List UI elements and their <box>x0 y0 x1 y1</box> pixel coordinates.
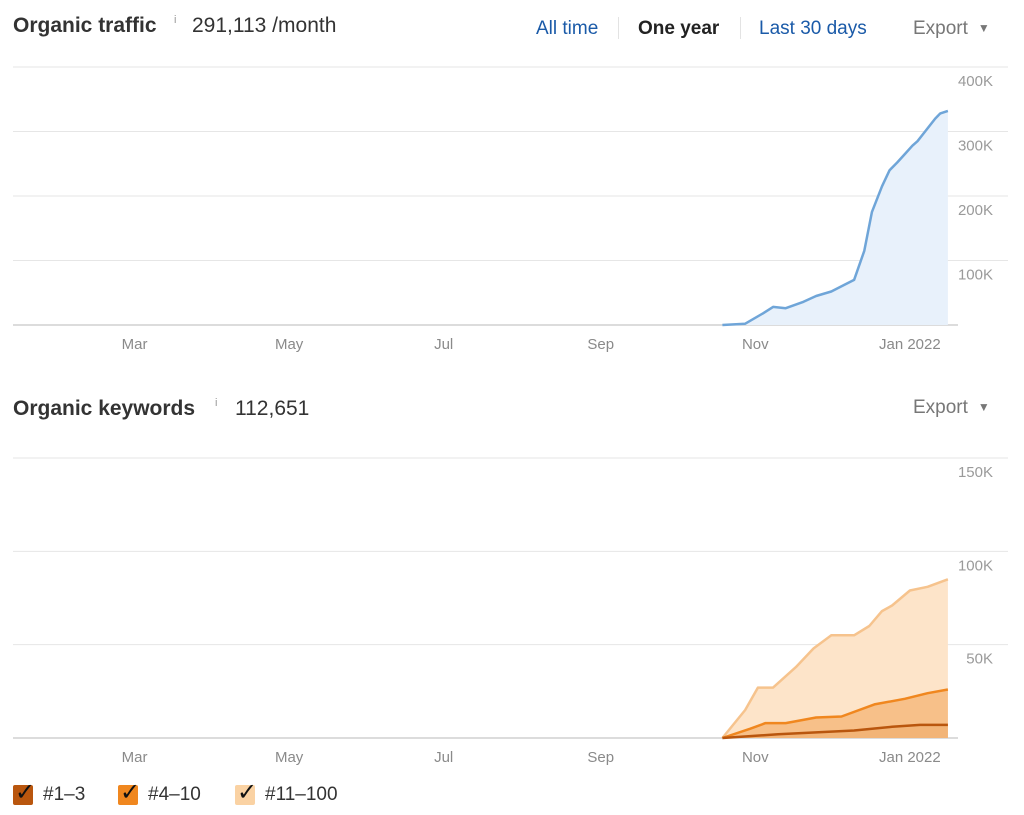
y-tick-label: 150K <box>958 464 993 481</box>
x-tick-label: Jul <box>434 336 453 353</box>
traffic-value: 291,113 /month <box>192 14 337 37</box>
legend-label: #1–3 <box>43 784 86 805</box>
legend-item-top100[interactable]: ✓ #11–100 <box>235 779 338 807</box>
kw-top100-line <box>721 578 949 739</box>
traffic-export-button[interactable]: Export ▼ <box>913 18 990 40</box>
legend-item-top3[interactable]: ✓ #1–3 <box>13 779 86 807</box>
x-tick-label: Mar <box>122 749 148 766</box>
checkmark-icon: ✓ <box>15 779 36 806</box>
traffic-info-icon[interactable]: i <box>174 14 177 26</box>
range-separator <box>618 17 619 39</box>
legend-item-top10[interactable]: ✓ #4–10 <box>118 779 201 807</box>
x-tick-label: Sep <box>587 749 614 766</box>
x-tick-label: Nov <box>742 336 769 353</box>
x-tick-label: Sep <box>587 336 614 353</box>
export-label: Export <box>913 397 968 418</box>
x-tick-label: Jan 2022 <box>879 336 941 353</box>
legend-checkbox[interactable]: ✓ <box>235 779 257 806</box>
chevron-down-icon: ▼ <box>977 21 990 35</box>
keywords-info-icon[interactable]: i <box>215 397 218 409</box>
y-tick-label: 100K <box>958 557 993 574</box>
chevron-down-icon: ▼ <box>977 400 990 414</box>
x-tick-label: Nov <box>742 749 769 766</box>
y-tick-label: 400K <box>958 73 993 90</box>
traffic-area <box>722 110 948 326</box>
checkmark-icon: ✓ <box>237 779 258 806</box>
legend-checkbox[interactable]: ✓ <box>118 779 140 806</box>
traffic-title: Organic traffic <box>13 14 157 37</box>
keywords-chart: 50K 100K 150K Mar May Jul Sep Nov Jan 2022 <box>13 457 1008 766</box>
y-tick-label: 300K <box>958 138 993 155</box>
y-tick-label: 100K <box>958 267 993 284</box>
legend-checkbox[interactable]: ✓ <box>13 779 35 806</box>
range-one-year[interactable]: One year <box>638 18 720 39</box>
range-separator <box>740 17 741 39</box>
checkmark-icon: ✓ <box>120 779 141 806</box>
keywords-value: 112,651 <box>235 397 310 420</box>
x-tick-label: May <box>275 336 304 353</box>
traffic-line <box>722 109 949 327</box>
kw-top100-area <box>722 579 948 738</box>
range-last-30-days[interactable]: Last 30 days <box>759 18 867 39</box>
keywords-title: Organic keywords <box>13 397 196 420</box>
kw-top3-line <box>722 723 948 740</box>
legend-label: #11–100 <box>265 784 338 805</box>
traffic-chart: 100K 200K 300K 400K Mar May Jul Sep Nov Jan 2022 <box>13 66 1008 353</box>
export-label: Export <box>913 18 968 39</box>
x-tick-label: Jan 2022 <box>879 749 941 766</box>
y-tick-label: 50K <box>966 651 993 668</box>
x-tick-label: Mar <box>122 336 148 353</box>
keywords-export-button[interactable]: Export ▼ <box>913 397 990 419</box>
range-all-time[interactable]: All time <box>536 18 599 39</box>
x-tick-label: May <box>275 749 304 766</box>
y-tick-label: 200K <box>958 202 993 219</box>
x-tick-label: Jul <box>434 749 453 766</box>
kw-top10-line <box>722 688 949 740</box>
legend-label: #4–10 <box>148 784 201 805</box>
